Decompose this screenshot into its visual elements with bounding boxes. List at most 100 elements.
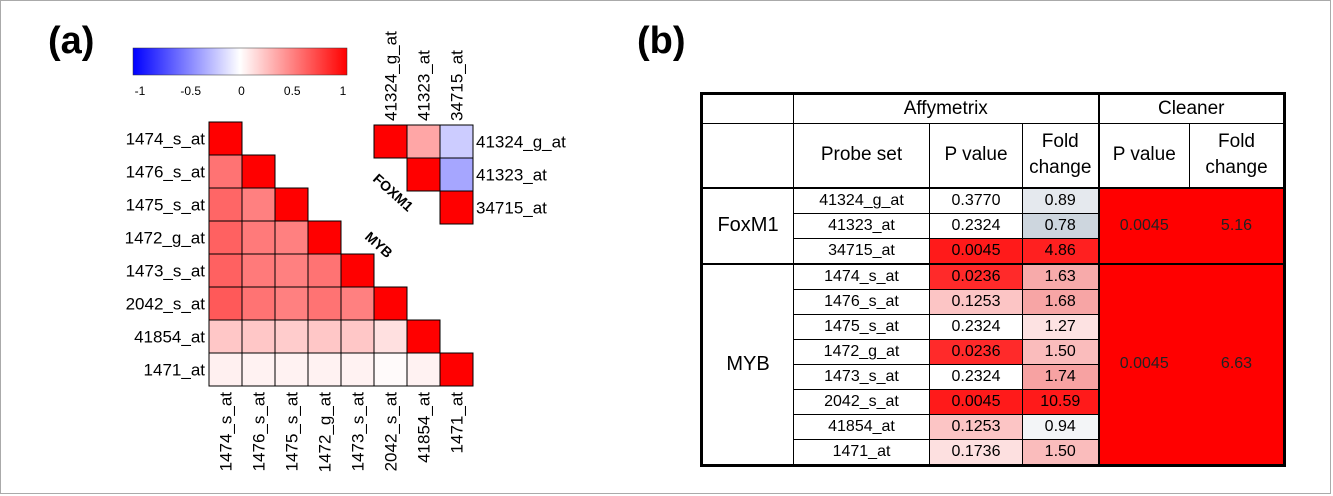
probe-cell: 41324_g_at	[793, 186, 930, 214]
heatmap-cell	[406, 157, 441, 192]
heatmap-cell	[406, 352, 441, 387]
heatmap-row-label: 2042_s_at	[126, 295, 206, 314]
heatmap-col-label: 1474_s_at	[217, 392, 236, 472]
p-value-cell: 0.2324	[929, 313, 1023, 340]
heatmap-cell	[274, 220, 309, 255]
heatmap-row-label: 41323_at	[476, 166, 547, 185]
heatmap-row-label: 1471_at	[144, 361, 206, 380]
probe-cell: 1474_s_at	[793, 262, 930, 290]
p-value-cell: 0.2324	[929, 363, 1023, 390]
heatmap-cell	[406, 124, 441, 159]
heatmap-cell	[307, 220, 342, 255]
fold-change-cell: 1.27	[1022, 313, 1100, 340]
heatmap-cell	[340, 286, 375, 321]
heatmap-cell	[208, 286, 243, 321]
panel-a-label: (a)	[48, 20, 95, 62]
probe-cell: 1475_s_at	[793, 313, 930, 340]
heatmap-col-label: 2042_s_at	[382, 392, 401, 472]
colorbar-tick-label: 0.5	[284, 84, 301, 98]
p-value-cell: 0.0045	[929, 388, 1023, 415]
p-value-cell: 0.3770	[929, 186, 1023, 214]
cleaner-fold-change-cell: 6.63	[1189, 262, 1285, 466]
cleaner-header: Cleaner	[1098, 93, 1285, 124]
cleaner-fold-change-header: Fold change	[1189, 123, 1285, 188]
p-value-cell: 0.0236	[929, 338, 1023, 365]
heatmap-cell	[373, 124, 408, 159]
heatmap-col-label: 1472_g_at	[316, 392, 335, 473]
results-table: Affymetrix Cleaner Probe set P value Fol…	[700, 92, 1286, 467]
p-value-header: P value	[929, 123, 1023, 188]
fold-change-cell: 1.74	[1022, 363, 1100, 390]
fold-change-cell: 1.50	[1022, 438, 1100, 466]
heatmap-cell	[241, 319, 276, 354]
heatmap-cell	[274, 286, 309, 321]
cleaner-fold-change-cell: 5.16	[1189, 186, 1285, 264]
cleaner-fold-header-line2: change	[1205, 157, 1268, 179]
fold-change-cell: 10.59	[1022, 388, 1100, 415]
colorbar-tick-label: 0	[238, 84, 245, 98]
heatmap-cell	[274, 253, 309, 288]
heatmap-cell	[307, 319, 342, 354]
p-value-cell: 0.0236	[929, 262, 1023, 290]
heatmap-cell	[307, 352, 342, 387]
heatmap-cell	[373, 352, 408, 387]
heatmap-cell	[439, 352, 474, 387]
heatmap-cell	[241, 253, 276, 288]
heatmap-cell	[241, 220, 276, 255]
cleaner-fold-header-line1: Fold	[1218, 131, 1255, 153]
heatmap-cell	[340, 352, 375, 387]
heatmap-row-label: 1473_s_at	[126, 262, 206, 281]
heatmap-cell	[373, 319, 408, 354]
heatmap-cell	[208, 253, 243, 288]
colorbar-tick-label: -0.5	[180, 84, 201, 98]
colorbar	[132, 47, 348, 76]
heatmap-row-label: 41324_g_at	[476, 133, 566, 152]
colorbar-tick-label: 1	[340, 84, 347, 98]
heatmap-cell	[208, 187, 243, 222]
fold-header-line1: Fold	[1041, 131, 1079, 153]
heatmap-cell	[274, 319, 309, 354]
fold-change-cell: 1.63	[1022, 262, 1100, 290]
heatmap-row-label: 1475_s_at	[126, 196, 206, 215]
panel-a-chart: -1 -0.5 0 0.5 1 1474_s_at 1476_s_at 1475_s_at 1…	[125, 31, 566, 473]
probe-set-header: Probe set	[793, 123, 930, 188]
fold-header-line2: change	[1029, 157, 1092, 179]
fold-change-cell: 4.86	[1022, 237, 1100, 264]
heatmap-cell	[241, 352, 276, 387]
fold-change-cell: 1.68	[1022, 288, 1100, 315]
p-value-cell: 0.1736	[929, 438, 1023, 466]
probe-cell: 1473_s_at	[793, 363, 930, 390]
probe-cell: 1471_at	[793, 438, 930, 466]
heatmap-cell	[274, 352, 309, 387]
heatmap-cell	[274, 187, 309, 222]
heatmap-cell	[208, 121, 243, 156]
probe-cell: 2042_s_at	[793, 388, 930, 415]
p-value-cell: 0.2324	[929, 212, 1023, 239]
heatmap-col-label: 41324_g_at	[382, 31, 401, 121]
heatmap-cell	[340, 253, 375, 288]
fold-change-cell: 0.94	[1022, 413, 1100, 440]
heatmap-cell	[406, 319, 441, 354]
cleaner-p-value-cell: 0.0045	[1098, 186, 1190, 264]
heatmap-cell	[307, 253, 342, 288]
heatmap-cell	[241, 286, 276, 321]
heatmap-col-label: 34715_at	[448, 50, 467, 121]
heatmap-col-label: 41854_at	[415, 392, 434, 463]
fold-change-cell: 0.89	[1022, 186, 1100, 214]
heatmap-cell	[307, 286, 342, 321]
heatmap-row-label: 34715_at	[476, 199, 547, 218]
p-value-cell: 0.1253	[929, 288, 1023, 315]
heatmap-col-label: 1473_s_at	[349, 392, 368, 472]
cleaner-p-value-cell: 0.0045	[1098, 262, 1190, 466]
heatmap-cell	[373, 286, 408, 321]
heatmap-cell	[208, 352, 243, 387]
heatmap-col-label: 1475_s_at	[283, 392, 302, 472]
heatmap-row-label: 1476_s_at	[126, 163, 206, 182]
heatmap-cell	[241, 154, 276, 189]
heatmap-cell	[439, 190, 474, 225]
heatmap-cell	[439, 124, 474, 159]
probe-cell: 41854_at	[793, 413, 930, 440]
group-label: MYB	[701, 262, 794, 466]
colorbar-tick-label: -1	[135, 84, 146, 98]
heatmap-cell	[340, 319, 375, 354]
